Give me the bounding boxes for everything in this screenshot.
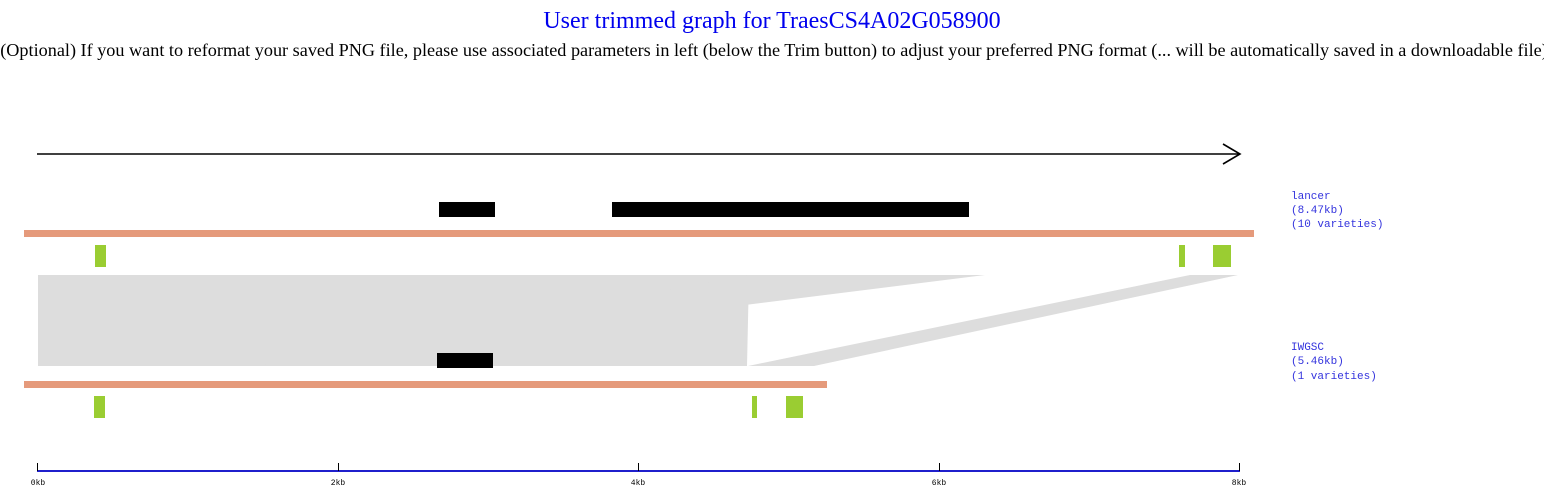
repeat-feature	[95, 245, 106, 267]
track-lancer	[24, 202, 1254, 267]
synteny-link-diagonal-1	[255, 275, 985, 366]
direction-arrow	[37, 143, 1242, 165]
axis-tick-label: 0kb	[31, 479, 46, 488]
repeat-feature	[94, 396, 105, 418]
page-title: User trimmed graph for TraesCS4A02G05890…	[543, 8, 1001, 34]
scale-axis: 0kb 2kb 4kb 6kb 8kb	[31, 463, 1247, 488]
track-iwgsc	[24, 353, 827, 418]
track-label-name: IWGSC	[1291, 342, 1324, 354]
repeat-feature	[786, 396, 803, 418]
repeat-feature	[1213, 245, 1231, 267]
track-label-size: (8.47kb)	[1291, 205, 1344, 217]
axis-tick-label: 4kb	[631, 479, 646, 488]
track-label-varieties: (10 varieties)	[1291, 219, 1383, 231]
track-label-varieties: (1 varieties)	[1291, 371, 1377, 383]
track-bar-lancer	[24, 230, 1254, 237]
page-subtitle: (Optional) If you want to reformat your …	[0, 40, 1544, 60]
track-label-size: (5.46kb)	[1291, 356, 1344, 368]
axis-tick-label: 8kb	[1232, 479, 1247, 488]
axis-tick-label: 6kb	[932, 479, 947, 488]
track-labels: lancer (8.47kb) (10 varieties) IWGSC (5.…	[1291, 191, 1383, 383]
repeat-feature	[752, 396, 757, 418]
gene-exon-block	[612, 202, 969, 217]
repeat-feature	[1179, 245, 1185, 267]
gene-exon-block	[439, 202, 495, 217]
synteny-link-diagonal-2	[748, 275, 1238, 366]
track-label-name: lancer	[1291, 191, 1331, 203]
track-bar-iwgsc	[24, 381, 827, 388]
synteny-links	[38, 275, 1238, 366]
gene-exon-block	[437, 353, 493, 368]
axis-tick-label: 2kb	[331, 479, 346, 488]
synteny-block-main	[38, 275, 749, 366]
